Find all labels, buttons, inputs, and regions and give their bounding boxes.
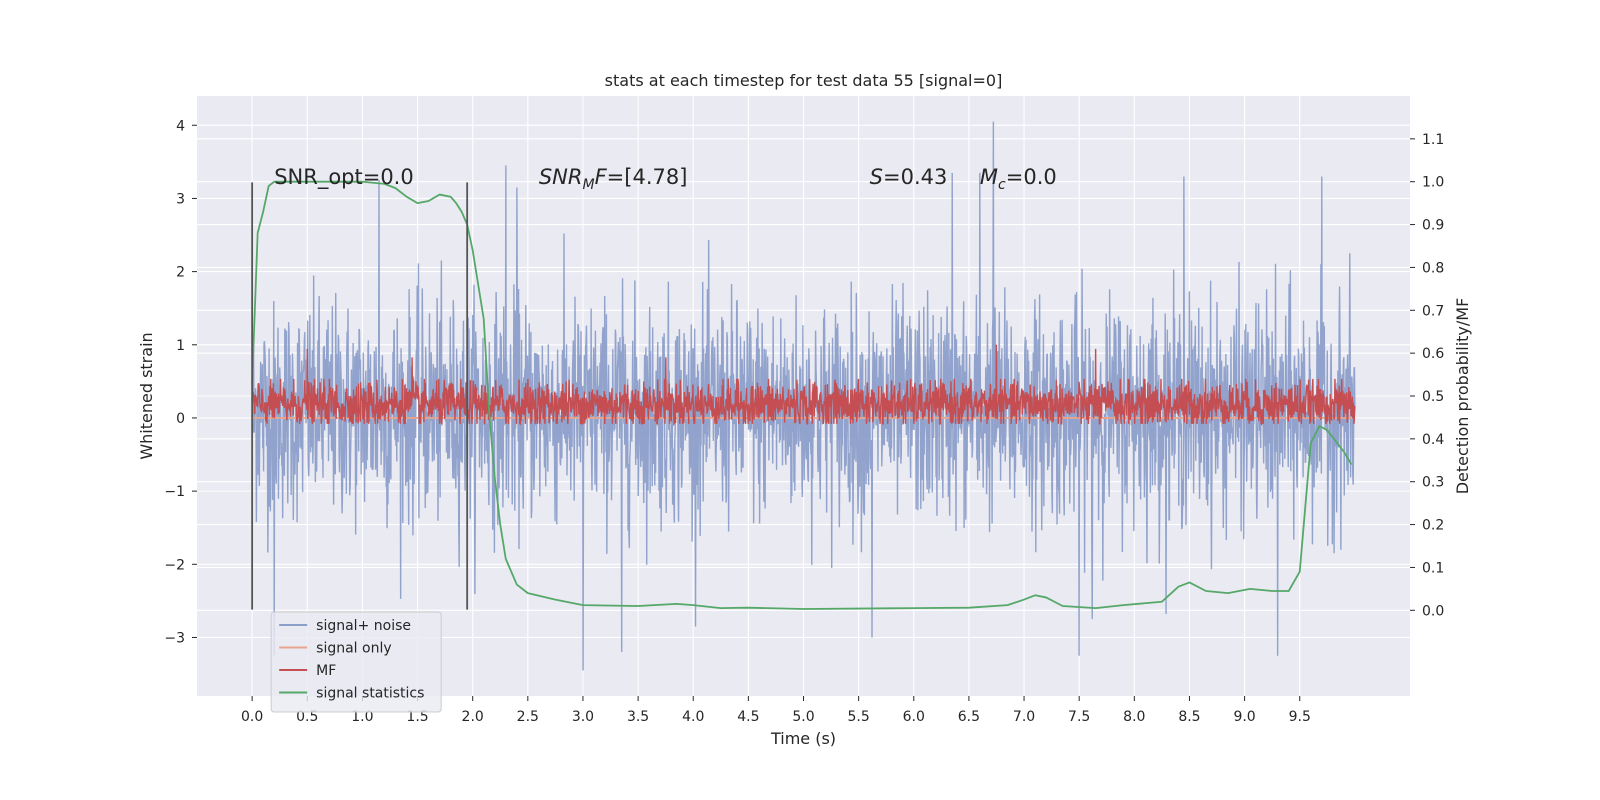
legend-label: signal statistics [316,686,424,702]
annotation-text: SNRMF=[4.78] [539,165,688,193]
y2-tick-label: 0.7 [1422,303,1444,319]
series-signal-statistics-line [251,180,1353,610]
y-tick-label: 4 [176,118,185,134]
x-tick-label: 0.0 [241,709,263,725]
y2-tick-label: 1.1 [1422,132,1444,148]
y-tick-label: −1 [164,484,185,500]
x-tick-label: 7.5 [1068,709,1090,725]
x-tick-label: 6.0 [903,709,925,725]
y2-tick-label: 0.4 [1422,432,1444,448]
annotation-part: =0.43 [883,165,947,189]
y2-tick-label: 0.1 [1422,560,1444,576]
series-layer [251,121,1356,671]
y2-tick-label: 0.0 [1422,603,1444,619]
x-tick-label: 4.0 [682,709,704,725]
y-axis-ticks: −3 −2 −1 0 1 2 3 4 [164,118,197,646]
x-tick-label: 3.5 [627,709,649,725]
annotation-text: S=0.43 [870,165,948,189]
x-axis-ticks: 0.0 0.5 1.0 1.5 2.0 2.5 3.0 3.5 4.0 4.5 5.0 5.5 6.0 6… [241,696,1311,725]
x-tick-label: 7.0 [1013,709,1035,725]
annotation-part: M [980,165,998,189]
legend: signal+ noise signal only MF signal statist… [270,611,442,713]
annotations: SNR_opt=0.0 SNRMF=[4.78] S=0.43 Mc=0.0 [274,165,1057,193]
x-tick-label: 8.5 [1178,709,1200,725]
x-axis-label: Time (s) [770,729,836,748]
y2-axis-label: Detection probability/MF [1453,298,1472,495]
x-tick-label: 2.5 [517,709,539,725]
y-tick-label: −2 [164,557,185,573]
y2-tick-label: 0.2 [1422,518,1444,534]
annotation-part: F [595,165,608,189]
chart-title: stats at each timestep for test data 55 … [605,71,1003,90]
series-mf-line [251,344,1356,427]
annotation-text: Mc=0.0 [980,165,1057,193]
y2-tick-label: 0.6 [1422,346,1444,362]
legend-label: signal+ noise [316,618,411,634]
legend-label: MF [316,663,336,679]
x-tick-label: 4.5 [737,709,759,725]
x-tick-label: 9.5 [1289,709,1311,725]
x-tick-label: 8.0 [1123,709,1145,725]
x-tick-label: 1.5 [406,709,428,725]
y-tick-label: 2 [176,265,185,281]
x-tick-label: 9.0 [1233,709,1255,725]
y2-tick-label: 0.3 [1422,475,1444,491]
legend-items: signal+ noise signal only MF signal statist… [279,618,424,702]
x-tick-label: 6.5 [958,709,980,725]
legend-label: signal only [316,641,391,657]
annotation-part: SNR_opt=0.0 [274,165,414,190]
x-tick-label: 5.0 [792,709,814,725]
x-tick-label: 5.5 [848,709,870,725]
annotation-part: =0.0 [1006,165,1057,189]
y2-tick-label: 0.9 [1422,218,1444,234]
annotation-part: S [870,165,883,189]
x-tick-label: 0.5 [296,709,318,725]
vertical-markers [251,182,469,610]
y-axis-label: Whitened strain [137,332,156,459]
annotation-text: SNR_opt=0.0 [274,165,414,190]
y-tick-label: 1 [176,338,185,354]
annotation-part: =[4.78] [607,165,688,189]
y-tick-label: 0 [176,411,185,427]
y2-tick-label: 0.5 [1422,389,1444,405]
legend-frame [270,611,442,713]
x-tick-label: 1.0 [351,709,373,725]
x-tick-label: 3.0 [572,709,594,725]
annotation-part: M [582,177,594,193]
y2-tick-label: 1.0 [1422,175,1444,191]
annotation-part: SNR [539,165,583,189]
annotation-part: c [998,177,1006,193]
y2-axis-ticks: 0.0 0.1 0.2 0.3 0.4 0.5 0.6 0.7 0.8 0.9 1.0 1.1 [1410,132,1444,619]
y2-tick-label: 0.8 [1422,260,1444,276]
y-tick-label: −3 [164,630,185,646]
y-tick-label: 3 [176,191,185,207]
x-tick-label: 2.0 [462,709,484,725]
